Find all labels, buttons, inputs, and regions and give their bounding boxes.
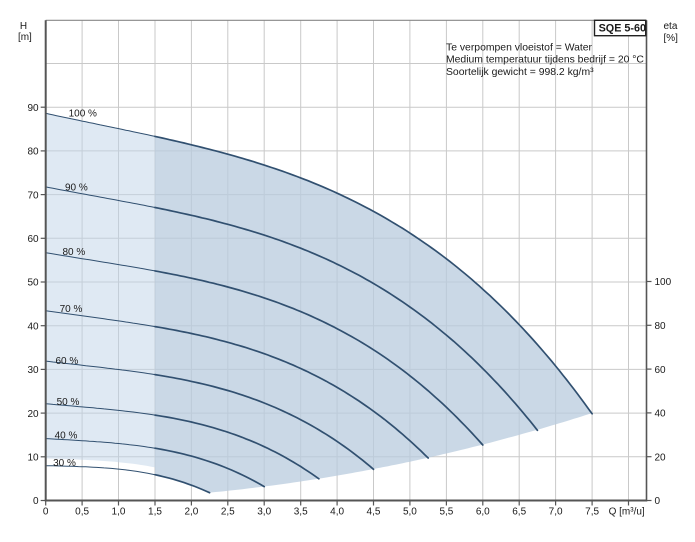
svg-text:1,5: 1,5 <box>148 506 162 517</box>
svg-text:90: 90 <box>27 103 39 114</box>
svg-text:0,5: 0,5 <box>75 506 89 517</box>
svg-text:H: H <box>20 21 27 32</box>
svg-text:6,5: 6,5 <box>512 506 526 517</box>
svg-text:4,5: 4,5 <box>367 506 381 517</box>
svg-text:eta: eta <box>664 21 678 32</box>
svg-text:70: 70 <box>27 190 39 201</box>
svg-text:10: 10 <box>27 453 39 464</box>
svg-text:[m]: [m] <box>18 32 32 43</box>
svg-text:70 %: 70 % <box>60 304 83 315</box>
svg-text:2,5: 2,5 <box>221 506 235 517</box>
svg-text:0: 0 <box>33 496 39 507</box>
svg-text:3,5: 3,5 <box>294 506 308 517</box>
svg-text:30: 30 <box>27 365 39 376</box>
svg-text:0: 0 <box>43 506 49 517</box>
svg-text:5,5: 5,5 <box>439 506 453 517</box>
svg-text:50: 50 <box>27 278 39 289</box>
svg-text:40: 40 <box>655 409 667 420</box>
svg-text:5,0: 5,0 <box>403 506 417 517</box>
svg-text:30 %: 30 % <box>53 458 76 469</box>
svg-text:[%]: [%] <box>664 33 679 44</box>
svg-text:3,0: 3,0 <box>257 506 271 517</box>
svg-text:0: 0 <box>655 496 661 507</box>
svg-text:50 %: 50 % <box>57 397 80 408</box>
svg-text:1,0: 1,0 <box>112 506 126 517</box>
svg-text:SQE 5-60: SQE 5-60 <box>599 23 646 35</box>
svg-text:80: 80 <box>655 321 667 332</box>
svg-text:Soortelijk gewicht = 998.2 kg/: Soortelijk gewicht = 998.2 kg/m³ <box>446 67 594 78</box>
svg-text:80 %: 80 % <box>63 247 86 258</box>
svg-text:7,0: 7,0 <box>549 506 563 517</box>
svg-text:90 %: 90 % <box>65 183 88 194</box>
svg-text:40 %: 40 % <box>55 430 78 441</box>
svg-text:20: 20 <box>655 452 667 463</box>
svg-text:60 %: 60 % <box>56 356 79 367</box>
svg-text:4,0: 4,0 <box>330 506 344 517</box>
svg-text:40: 40 <box>27 321 39 332</box>
svg-text:7,5: 7,5 <box>585 506 599 517</box>
svg-text:100: 100 <box>655 277 672 288</box>
svg-text:6,0: 6,0 <box>476 506 490 517</box>
svg-text:60: 60 <box>655 365 667 376</box>
svg-text:60: 60 <box>27 234 39 245</box>
svg-text:Medium temperatuur tijdens bed: Medium temperatuur tijdens bedrijf = 20 … <box>446 55 644 66</box>
svg-text:20: 20 <box>27 409 39 420</box>
svg-text:80: 80 <box>27 147 39 158</box>
svg-text:100 %: 100 % <box>69 109 97 120</box>
svg-text:Q [m³/u]: Q [m³/u] <box>609 506 645 517</box>
svg-text:Te verpompen vloeistof = Water: Te verpompen vloeistof = Water <box>446 42 593 53</box>
svg-text:2,0: 2,0 <box>184 506 198 517</box>
